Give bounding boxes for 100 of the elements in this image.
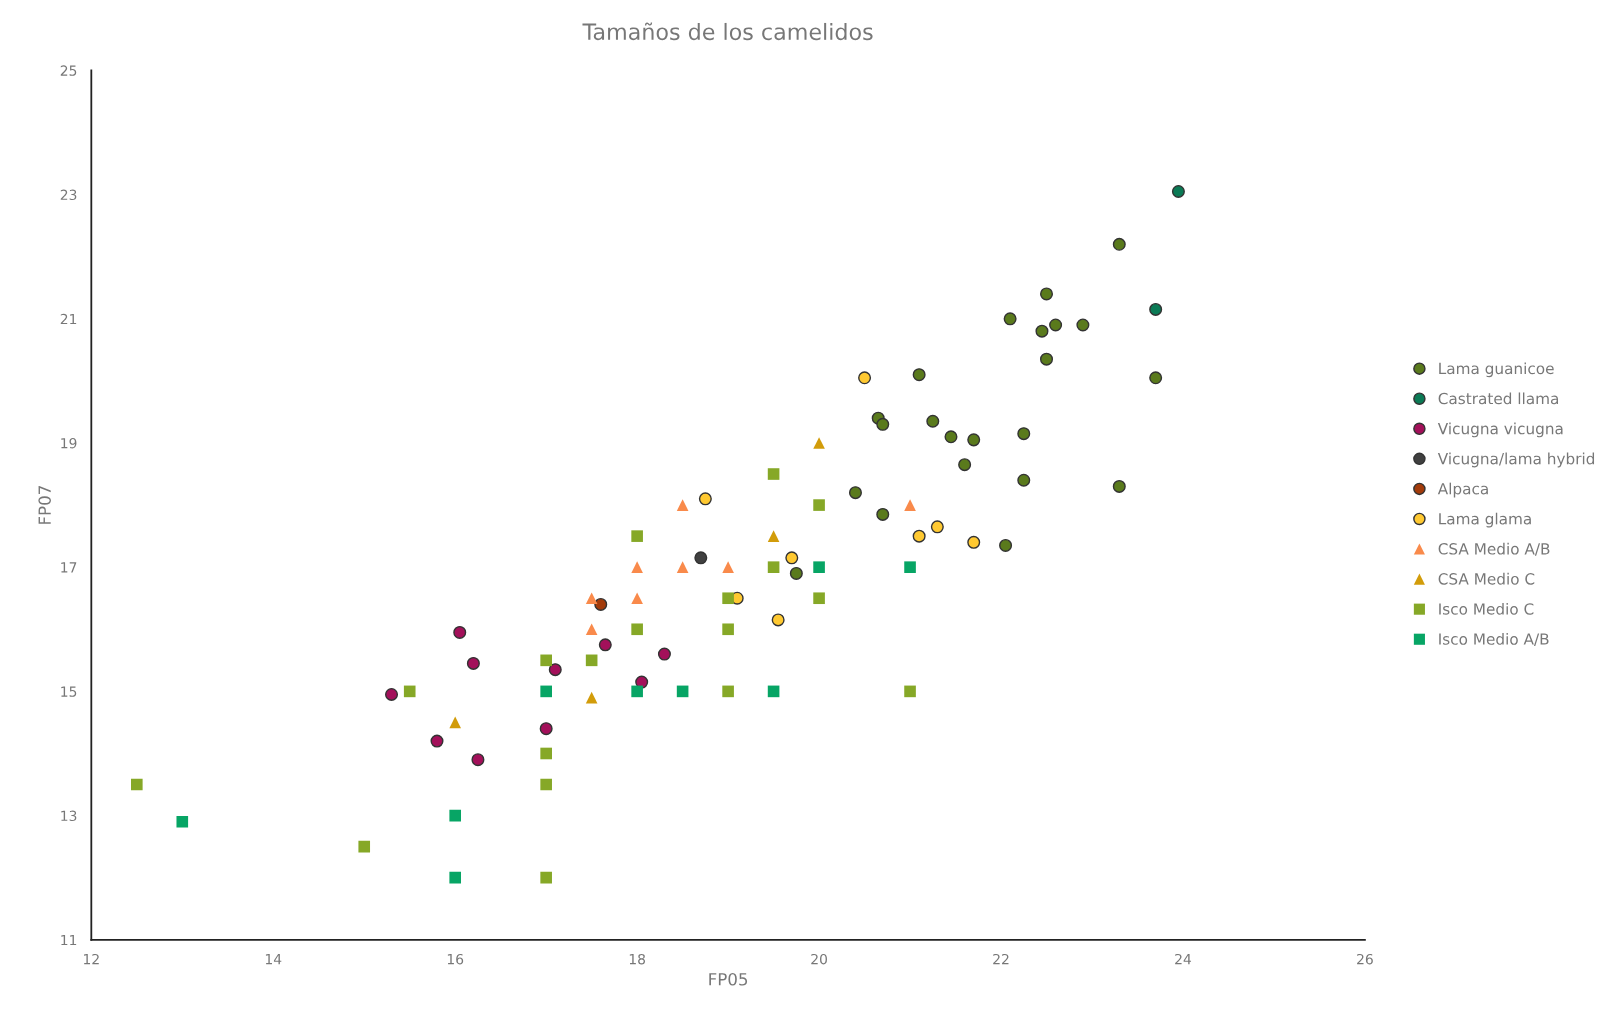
point [813,499,825,511]
y-tick-label: 17 [61,562,77,573]
x-tick-label: 24 [1175,953,1192,965]
legend-label: Isco Medio A/B [1439,632,1549,646]
y-axis-title: FP07 [38,486,51,524]
y-tick-label: 25 [60,65,77,76]
point [471,753,485,767]
point [876,417,890,431]
point [540,747,552,760]
point [594,597,608,611]
x-tick-label: 22 [993,953,1009,965]
legend-label: Lama glama [1439,512,1531,528]
point [585,654,598,667]
point [767,468,780,480]
point [676,499,689,511]
point [631,592,643,605]
point [539,722,553,736]
point [767,530,780,542]
point [1040,287,1054,301]
point [1017,427,1031,441]
point [1149,302,1163,316]
point [1112,479,1126,493]
legend-label: Vicugna vicugna [1437,422,1563,438]
point [722,592,734,605]
point [771,613,785,627]
point [904,685,916,698]
point [635,675,649,689]
point [999,538,1013,552]
point [967,535,981,549]
point [1040,352,1054,366]
point [176,815,189,828]
x-tick-label: 12 [84,953,99,965]
point [904,499,916,511]
point [430,734,444,748]
point [540,871,552,884]
point [631,685,643,698]
point [694,551,708,565]
point [722,623,734,636]
point [912,368,926,382]
y-tick-label: 23 [60,189,77,201]
point [449,809,462,822]
point [358,840,371,853]
point [631,561,643,573]
point [130,778,143,791]
y-tick-label: 11 [61,934,77,946]
y-tick-label: 13 [61,810,77,822]
legend-label: Lama guanicoe [1439,362,1554,378]
point [813,561,825,573]
y-tick-label: 15 [61,686,77,697]
legend-label: Alpaca [1437,482,1488,498]
point [1076,318,1090,332]
point [1035,324,1049,338]
legend-label: Castrated llama [1438,392,1559,405]
point [403,685,416,698]
point [548,663,562,677]
legend-label: CSA Medio A/B [1438,542,1550,556]
point [767,685,780,698]
point [1112,237,1126,251]
point [1017,473,1031,487]
point [785,551,799,565]
point [813,592,825,605]
point [722,561,734,573]
point [926,414,940,428]
point [585,691,598,704]
point [1171,184,1185,198]
x-axis-title: FP05 [709,972,748,986]
y-tick-label: 19 [61,437,77,449]
point [540,654,552,667]
point [449,871,462,884]
point [676,561,689,573]
point [848,486,862,500]
point [1149,371,1163,385]
point [904,561,916,573]
x-tick-label: 26 [1357,953,1373,965]
point [1003,312,1017,326]
point [453,625,467,639]
point [385,687,399,701]
point [540,778,552,791]
point [657,647,671,661]
legend-label: CSA Medio C [1438,572,1535,585]
legend-label: Vicugna/lama hybrid [1437,452,1595,468]
x-tick-label: 18 [629,953,646,965]
point [1049,318,1063,332]
point [722,685,734,698]
point [944,430,958,444]
point [967,433,981,447]
x-tick-label: 20 [811,953,827,965]
point [789,566,803,580]
y-tick-label: 21 [60,313,77,325]
point [540,685,552,698]
point [912,529,926,543]
point [676,685,689,698]
point [449,716,462,729]
chart-title: Tamaños de los camelidos [582,22,873,41]
point [466,656,480,670]
point [876,507,890,521]
point [813,437,825,449]
x-tick-label: 14 [265,954,282,965]
point [930,520,944,534]
point [858,371,872,385]
